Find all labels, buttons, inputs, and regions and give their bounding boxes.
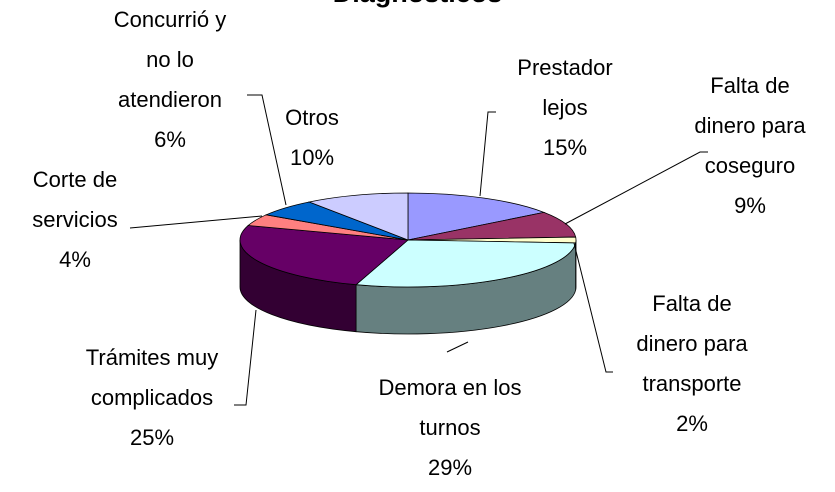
slice-label: Trámites muy complicados 25%: [72, 338, 232, 458]
slice-label: Falta de dinero para transporte 2%: [630, 284, 755, 444]
slice-label: Corte de servicios 4%: [20, 160, 130, 280]
leader-line: [564, 151, 708, 225]
value-label: 15%: [542, 135, 588, 160]
slice: [307, 192, 409, 241]
slice: [407, 192, 546, 241]
category-label: Falta de dinero para coseguro: [694, 73, 806, 178]
category-label: Prestador lejos: [517, 55, 613, 120]
value-label: 25%: [129, 425, 175, 450]
slice-label: Falta de dinero para coseguro 9%: [688, 66, 813, 226]
slice-label: Prestador lejos 15%: [500, 48, 630, 168]
slice-label: Otros 10%: [272, 98, 352, 178]
category-label: Corte de servicios: [32, 167, 118, 232]
leader-line: [234, 309, 257, 406]
category-label: Demora en los turnos: [378, 375, 522, 440]
slice: [355, 239, 577, 288]
slice-label: Demora en los turnos 29%: [365, 368, 535, 488]
value-label: 9%: [734, 193, 766, 218]
leader-line: [446, 341, 469, 353]
chart-title: Diagnósticos: [0, 0, 835, 9]
value-label: 6%: [154, 127, 186, 152]
slice-label: Concurrió y no lo atendieron 6%: [105, 0, 235, 160]
category-label: Concurrió y no lo atendieron: [113, 7, 227, 112]
leader-line: [479, 111, 496, 197]
leader-line: [129, 215, 263, 229]
slice: [407, 211, 577, 241]
value-label: 4%: [59, 247, 91, 272]
category-label: Falta de dinero para transporte: [636, 291, 748, 396]
category-label: Trámites muy complicados: [85, 345, 219, 410]
slice: [239, 225, 409, 286]
category-label: Otros: [285, 105, 339, 130]
value-label: 29%: [427, 455, 473, 480]
leader-line: [247, 94, 287, 206]
value-label: 10%: [289, 145, 335, 170]
leader-line: [573, 242, 613, 373]
value-label: 2%: [676, 411, 708, 436]
